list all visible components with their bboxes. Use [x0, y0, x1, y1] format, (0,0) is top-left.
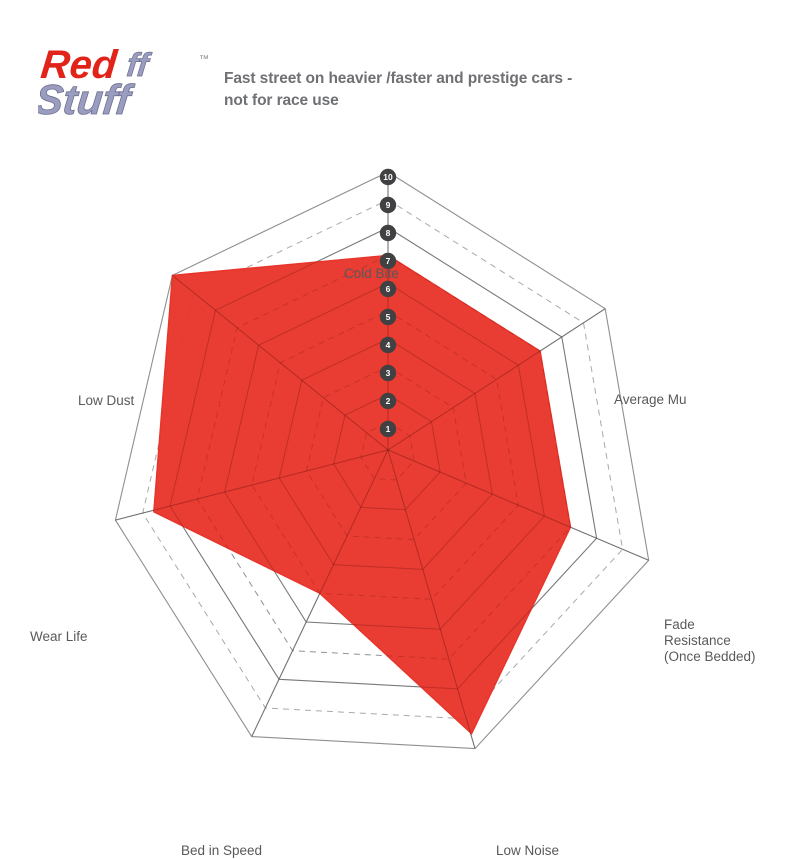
radar-chart-page: Red ff Stuff ™ Fast street on heavier /f… — [0, 36, 800, 858]
axis-label-average-mu: Average Mu — [614, 392, 687, 407]
svg-text:Red: Red — [39, 43, 121, 87]
axis-label-low-noise: Low Noise — [496, 843, 560, 858]
redstuff-logo: Red ff Stuff ™ — [38, 36, 213, 131]
title-line-1: Fast street on heavier /faster and prest… — [224, 70, 573, 87]
axis-label-fade-resistance: Fade Resistance (Once Bedded) — [664, 617, 756, 665]
axis-label-fade-sub: (Once Bedded) — [664, 648, 756, 664]
axis-label-fade-line-1: Fade — [664, 617, 695, 632]
scale-marker-6-label: 6 — [386, 284, 391, 294]
scale-marker-3-label: 3 — [386, 368, 391, 378]
scale-marker-2: 2 — [379, 392, 397, 410]
scale-marker-1-label: 1 — [386, 424, 391, 434]
axis-label-fade-line-2: Resistance — [664, 632, 731, 648]
scale-marker-4-label: 4 — [386, 340, 391, 350]
scale-marker-7: 7 — [379, 252, 397, 270]
page-title: Fast street on heavier /faster and prest… — [224, 68, 674, 113]
grid-overlay — [169, 227, 598, 690]
logo-stuff-word: ff Stuff — [38, 47, 154, 124]
scale-marker-9: 9 — [379, 196, 397, 214]
axis-label-wear-life: Wear Life — [30, 629, 88, 644]
scale-marker-5: 5 — [379, 308, 397, 326]
scale-marker-2-label: 2 — [386, 396, 391, 406]
axis-label-cold-bite: Cold Bite — [344, 266, 399, 281]
scale-marker-10-label: 10 — [383, 172, 393, 182]
scale-marker-8-label: 8 — [386, 228, 391, 238]
scale-marker-8: 8 — [379, 224, 397, 242]
scale-marker-4: 4 — [379, 336, 397, 354]
scale-marker-5-label: 5 — [386, 312, 391, 322]
radar-chart-svg: 10 9 8 7 6 — [114, 168, 650, 750]
axis-label-low-dust: Low Dust — [78, 393, 135, 408]
scale-marker-10: 10 — [379, 168, 397, 186]
radar-chart: 10 9 8 7 6 — [0, 120, 800, 858]
scale-marker-3: 3 — [379, 364, 397, 382]
axis-label-bed-in-speed: Bed in Speed — [181, 843, 263, 858]
scale-markers: 10 9 8 7 6 — [379, 168, 397, 438]
title-line-2: not for race use — [224, 92, 339, 110]
trademark-symbol: ™ — [199, 54, 209, 65]
scale-marker-7-label: 7 — [386, 256, 391, 266]
scale-marker-1: 1 — [379, 420, 397, 438]
logo-red-word: Red — [39, 43, 121, 87]
scale-marker-9-label: 9 — [386, 200, 391, 210]
scale-marker-6: 6 — [379, 280, 397, 298]
grid-overlay-dashed — [196, 254, 572, 660]
series-polygon-redstuff — [153, 254, 572, 735]
svg-text:Stuff: Stuff — [38, 76, 137, 123]
